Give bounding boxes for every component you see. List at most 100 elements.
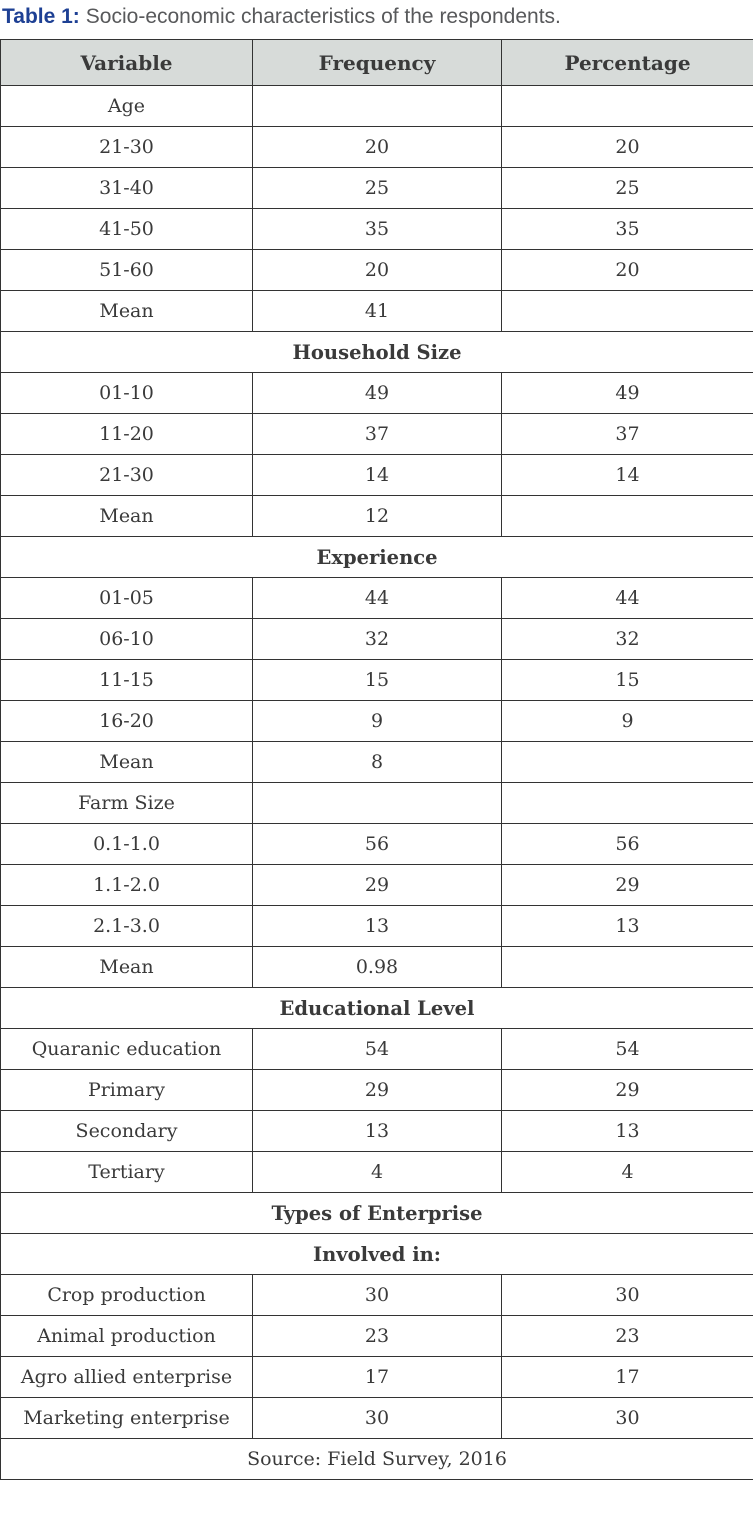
percentage-cell: 30 — [501, 1397, 753, 1439]
table-row: Secondary 13 13 — [0, 1110, 753, 1152]
variable-cell: Primary — [0, 1069, 253, 1111]
frequency-cell: 54 — [252, 1028, 502, 1070]
frequency-cell: 29 — [252, 1069, 502, 1111]
table-row: 11-15 15 15 — [0, 659, 753, 701]
table-row: 06-10 32 32 — [0, 618, 753, 660]
frequency-cell: 15 — [252, 659, 502, 701]
percentage-cell: 20 — [501, 249, 753, 291]
percentage-cell: 13 — [501, 1110, 753, 1152]
percentage-cell: 15 — [501, 659, 753, 701]
variable-cell: 16-20 — [0, 700, 253, 742]
variable-cell: 51-60 — [0, 249, 253, 291]
table-row: 0.1-1.0 56 56 — [0, 823, 753, 865]
column-header-percentage: Percentage — [501, 39, 753, 86]
frequency-cell: 4 — [252, 1151, 502, 1193]
variable-cell: 31-40 — [0, 167, 253, 209]
percentage-cell: 9 — [501, 700, 753, 742]
frequency-cell: 20 — [252, 249, 502, 291]
frequency-cell: 29 — [252, 864, 502, 906]
percentage-cell: 14 — [501, 454, 753, 496]
variable-cell: Age — [0, 85, 253, 127]
percentage-cell: 4 — [501, 1151, 753, 1193]
table-row: Mean 0.98 — [0, 946, 753, 988]
variable-cell: 11-20 — [0, 413, 253, 455]
table-row: Experience — [0, 536, 753, 578]
variable-cell: Secondary — [0, 1110, 253, 1152]
table-row: Marketing enterprise 30 30 — [0, 1397, 753, 1439]
table-row: Primary 29 29 — [0, 1069, 753, 1111]
table-row: Involved in: — [0, 1233, 753, 1275]
variable-cell: 1.1-2.0 — [0, 864, 253, 906]
variable-cell: Mean — [0, 741, 253, 783]
variable-cell: Farm Size — [0, 782, 253, 824]
percentage-cell: 44 — [501, 577, 753, 619]
percentage-cell: 29 — [501, 864, 753, 906]
frequency-cell: 13 — [252, 905, 502, 947]
frequency-cell: 41 — [252, 290, 502, 332]
table-row: Educational Level — [0, 987, 753, 1029]
percentage-cell — [501, 85, 753, 127]
percentage-cell — [501, 290, 753, 332]
section-header-cell: Experience — [0, 536, 753, 578]
variable-cell: 2.1-3.0 — [0, 905, 253, 947]
frequency-cell: 35 — [252, 208, 502, 250]
frequency-cell: 12 — [252, 495, 502, 537]
variable-cell: Tertiary — [0, 1151, 253, 1193]
frequency-cell: 49 — [252, 372, 502, 414]
table-row: 21-30 20 20 — [0, 126, 753, 168]
percentage-cell: 20 — [501, 126, 753, 168]
variable-cell: 41-50 — [0, 208, 253, 250]
percentage-cell: 29 — [501, 1069, 753, 1111]
table-row: Crop production 30 30 — [0, 1274, 753, 1316]
percentage-cell — [501, 782, 753, 824]
frequency-cell: 17 — [252, 1356, 502, 1398]
frequency-cell: 25 — [252, 167, 502, 209]
variable-cell: 21-30 — [0, 126, 253, 168]
table-row: Mean 8 — [0, 741, 753, 783]
section-header-cell: Types of Enterprise — [0, 1192, 753, 1234]
table-row: Mean 41 — [0, 290, 753, 332]
table-row: Quaranic education 54 54 — [0, 1028, 753, 1070]
percentage-cell: 17 — [501, 1356, 753, 1398]
table-row: 2.1-3.0 13 13 — [0, 905, 753, 947]
frequency-cell: 13 — [252, 1110, 502, 1152]
table-row: 01-05 44 44 — [0, 577, 753, 619]
table-header-row: Variable Frequency Percentage — [0, 39, 753, 86]
table-row: 1.1-2.0 29 29 — [0, 864, 753, 906]
table-caption-text: Socio-economic characteristics of the re… — [85, 5, 561, 28]
table-row: Animal production 23 23 — [0, 1315, 753, 1357]
frequency-cell: 20 — [252, 126, 502, 168]
section-header-cell: Involved in: — [0, 1233, 753, 1275]
table-row: 21-30 14 14 — [0, 454, 753, 496]
variable-cell: Marketing enterprise — [0, 1397, 253, 1439]
table-caption-label: Table 1: — [2, 5, 80, 28]
table-row: Farm Size — [0, 782, 753, 824]
variable-cell: 01-05 — [0, 577, 253, 619]
frequency-cell: 14 — [252, 454, 502, 496]
frequency-cell: 56 — [252, 823, 502, 865]
table-row: Types of Enterprise — [0, 1192, 753, 1234]
percentage-cell: 23 — [501, 1315, 753, 1357]
percentage-cell: 13 — [501, 905, 753, 947]
percentage-cell — [501, 946, 753, 988]
frequency-cell: 44 — [252, 577, 502, 619]
variable-cell: Agro allied enterprise — [0, 1356, 253, 1398]
section-header-cell: Educational Level — [0, 987, 753, 1029]
frequency-cell: 0.98 — [252, 946, 502, 988]
column-header-variable: Variable — [0, 39, 253, 86]
frequency-cell: 9 — [252, 700, 502, 742]
variable-cell: 21-30 — [0, 454, 253, 496]
table-caption: Table 1: Socio-economic characteristics o… — [2, 3, 753, 30]
variable-cell: Crop production — [0, 1274, 253, 1316]
percentage-cell — [501, 741, 753, 783]
percentage-cell: 54 — [501, 1028, 753, 1070]
percentage-cell: 32 — [501, 618, 753, 660]
frequency-cell: 30 — [252, 1274, 502, 1316]
frequency-cell — [252, 782, 502, 824]
variable-cell: 01-10 — [0, 372, 253, 414]
frequency-cell: 30 — [252, 1397, 502, 1439]
percentage-cell — [501, 495, 753, 537]
table-row: Tertiary 4 4 — [0, 1151, 753, 1193]
percentage-cell: 25 — [501, 167, 753, 209]
